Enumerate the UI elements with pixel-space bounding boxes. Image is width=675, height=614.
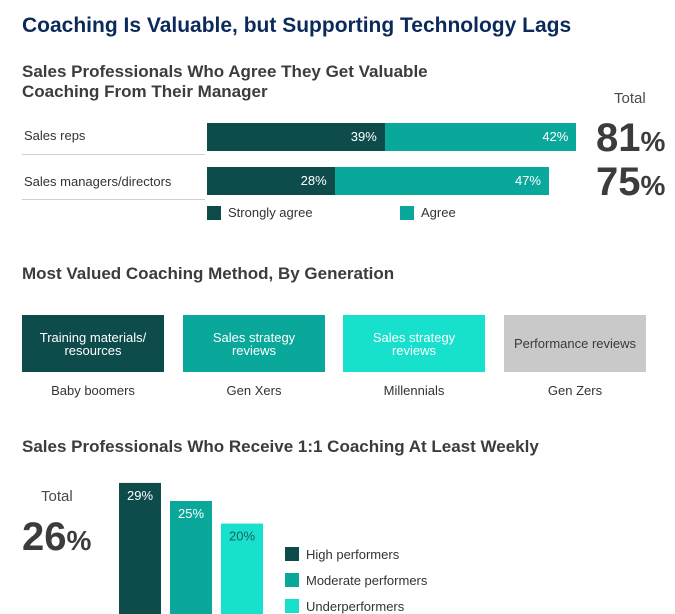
data-label: 28% (300, 173, 327, 188)
bar-moderate-performers (170, 501, 212, 614)
row-label-sales-managers: Sales managers/directors (24, 174, 172, 189)
legend-label: Moderate performers (306, 573, 428, 588)
generation-label-millennials: Millennials (383, 383, 445, 398)
section2-title: Most Valued Coaching Method, By Generati… (22, 264, 395, 283)
method-box-millennials: Sales strategy reviews (343, 315, 485, 372)
legend-swatch-agree (400, 206, 414, 220)
bar-data-label: 29% (127, 488, 153, 503)
legend-swatch (285, 573, 299, 587)
bar-strongly-sales-managers: 28% (207, 167, 335, 195)
generation-label-genx: Gen Xers (226, 383, 282, 398)
row-divider (22, 199, 205, 200)
main-title: Coaching Is Valuable, but Supporting Tec… (22, 14, 572, 37)
section1-title: Sales Professionals Who Agree They Get V… (22, 62, 428, 101)
total-value: 26 (22, 515, 67, 559)
total-value: 75 (596, 160, 641, 204)
legend-label: High performers (306, 547, 400, 562)
generation-label-genz: Gen Zers (547, 383, 603, 398)
bar-agree-sales-reps: 42% (384, 123, 577, 151)
legend-swatch (285, 599, 299, 613)
data-label: 42% (542, 129, 569, 144)
section3-total-label: Total (41, 488, 73, 505)
section3-title: Sales Professionals Who Receive 1:1 Coac… (22, 437, 539, 456)
bar-data-label: 25% (178, 506, 204, 521)
data-label: 47% (514, 173, 541, 188)
row-label-sales-reps: Sales reps (24, 128, 86, 143)
bar-high-performers (119, 482, 161, 614)
percent-sign: % (66, 525, 92, 556)
weekly-coaching-chart: 29% 25% 20% High performers Moderate perform… (119, 482, 428, 614)
data-label: 39% (350, 129, 377, 144)
total-value: 81 (596, 116, 641, 160)
method-box-boomers: Training materials/ resources (22, 315, 164, 372)
total-sales-managers: 75% (596, 162, 665, 206)
legend-swatch-strongly (207, 206, 221, 220)
total-sales-reps: 81% (596, 118, 665, 162)
bar-data-label: 20% (229, 529, 255, 544)
section1-total-label: Total (614, 90, 646, 107)
percent-sign: % (640, 170, 666, 201)
section3-total: 26% (22, 517, 91, 561)
bar-strongly-sales-reps: 39% (207, 123, 385, 151)
bar-agree-sales-managers: 47% (334, 167, 549, 195)
percent-sign: % (640, 126, 666, 157)
legend-label-agree: Agree (421, 205, 456, 220)
method-box-genx: Sales strategy reviews (183, 315, 325, 372)
bar-underperformers (221, 523, 263, 614)
generation-label-boomers: Baby boomers (51, 383, 135, 398)
legend-label-strongly: Strongly agree (228, 205, 313, 220)
row-divider (22, 154, 205, 155)
legend-label: Underperformers (306, 599, 405, 614)
legend-swatch (285, 547, 299, 561)
method-box-genz: Performance reviews (504, 315, 646, 372)
